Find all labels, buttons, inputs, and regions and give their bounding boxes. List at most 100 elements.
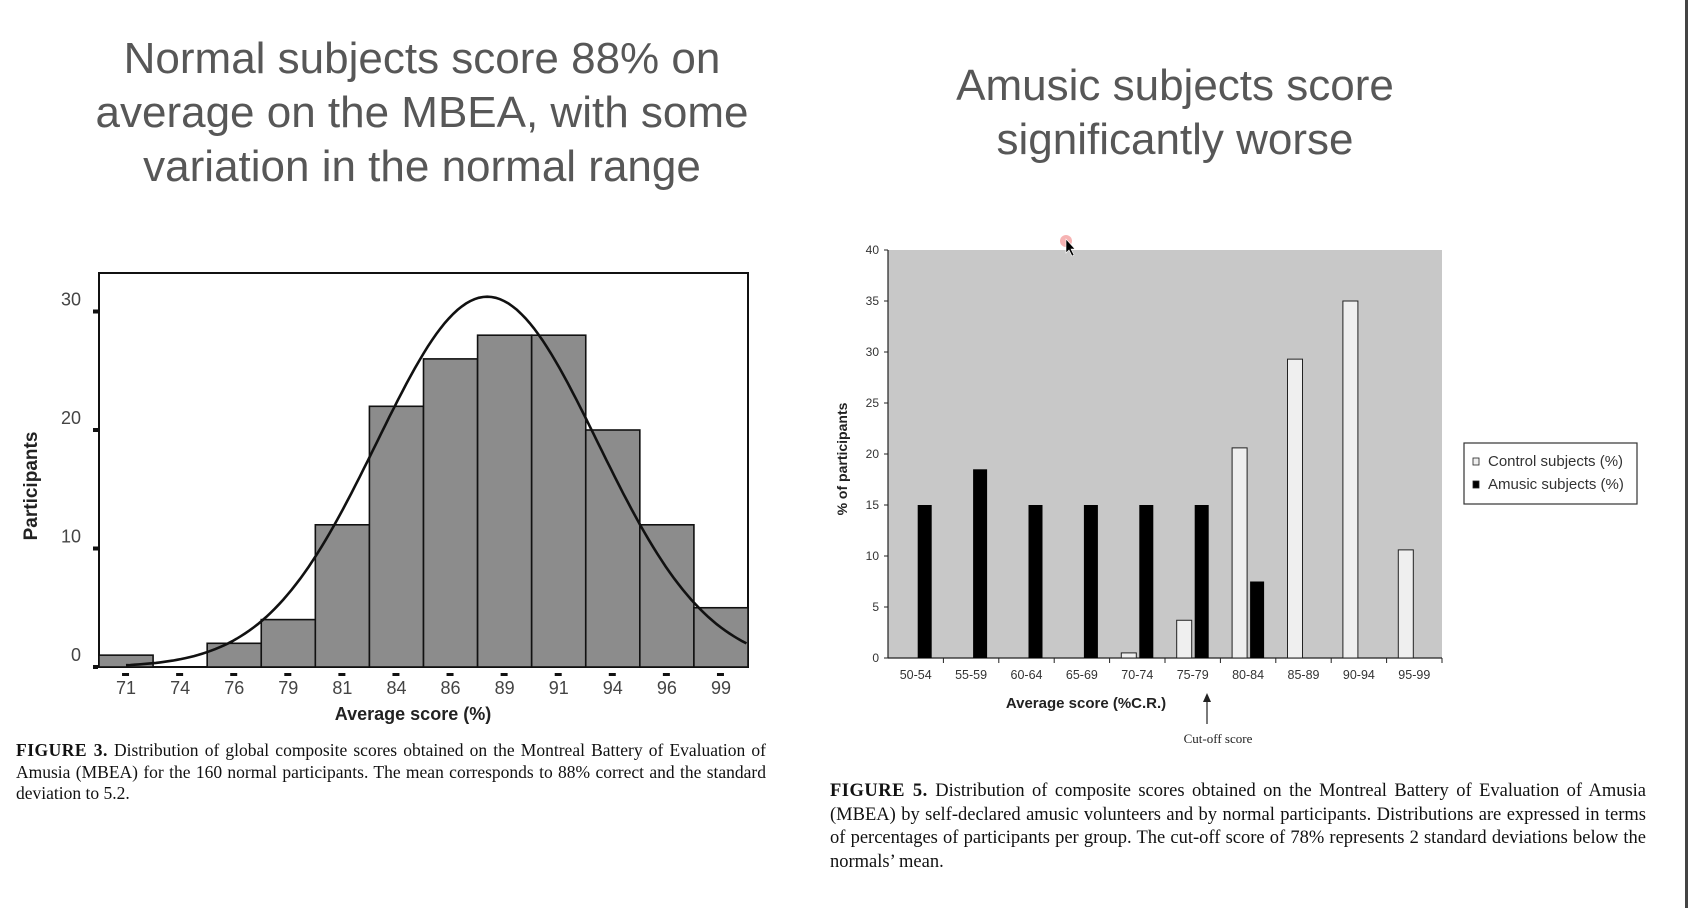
histogram-bar: [639, 523, 695, 668]
left-slide-title: Normal subjects score 88% on average on …: [95, 34, 749, 191]
plot-area: [888, 250, 1442, 658]
x-tick-label: 50-54: [900, 668, 932, 682]
y-tick-label: 30: [866, 345, 880, 359]
x-tick-label: 95-99: [1398, 668, 1430, 682]
x-tick-label: 65-69: [1066, 668, 1098, 682]
x-tick-mark: [230, 673, 238, 676]
normal-fit-curve: [125, 295, 748, 667]
figure-5-caption: FIGURE 5. Distribution of composite scor…: [830, 780, 1646, 874]
x-axis-label: Average score (%C.R.): [1006, 695, 1166, 712]
x-tick-label: 60-64: [1011, 668, 1043, 682]
y-axis-label: % of participants: [834, 402, 850, 515]
figure-5-label: FIGURE 5.: [830, 781, 928, 801]
figure-5-bar-chart: 0 5 10 15 20 25 30 35 40 50-54 55-59 60-64 65-69 70-7…: [834, 243, 1638, 746]
histogram-bar: [530, 334, 587, 668]
x-tick-mark: [392, 673, 400, 676]
figure-3-text: Distribution of global composite scores …: [16, 740, 766, 803]
x-tick-label: 55-59: [955, 668, 987, 682]
y-tick-mark: [93, 309, 98, 314]
y-tick-label: 35: [866, 294, 880, 308]
figure-3-histogram: 71 74 76 79 81 84 86 89 91 94 96 99 0 10 20 30 Average s…: [21, 272, 749, 724]
x-tick-label: 99: [711, 678, 731, 698]
histogram-bar: [314, 523, 371, 668]
control-bar: [1397, 549, 1414, 659]
legend-label: Amusic subjects (%): [1488, 476, 1624, 493]
y-tick-label: 40: [866, 243, 880, 257]
y-tick-mark: [93, 428, 98, 432]
y-tick-label: 20: [866, 447, 880, 461]
figure-3-caption: FIGURE 3. Distribution of global composi…: [16, 740, 766, 805]
y-tick-label: 15: [866, 498, 880, 512]
x-tick-label: 89: [495, 678, 515, 698]
histogram-bar: [476, 334, 533, 668]
x-tick-label: 71: [116, 678, 136, 698]
y-tick-label: 25: [866, 396, 880, 410]
x-tick-mark: [500, 673, 508, 676]
histogram-bar: [584, 429, 641, 668]
histogram-bar: [422, 358, 479, 668]
y-tick-label: 10: [866, 549, 880, 563]
control-bar: [1176, 619, 1193, 659]
x-tick-label: 85-89: [1288, 668, 1320, 682]
control-bar: [1231, 447, 1248, 659]
amusic-bar: [1083, 505, 1098, 658]
histogram-bar: [260, 618, 317, 668]
y-tick-mark: [93, 665, 98, 669]
x-tick-label: 70-74: [1121, 668, 1153, 682]
y-axis-label: Participants: [21, 432, 42, 541]
x-tick-label: 86: [441, 678, 461, 698]
figure-3-label: FIGURE 3.: [16, 740, 108, 760]
figure-5-text: Distribution of composite scores obtaine…: [830, 781, 1647, 872]
x-tick-mark: [608, 673, 616, 676]
x-tick-label: 84: [386, 678, 406, 698]
x-tick-mark: [122, 673, 130, 676]
amusic-bar: [1250, 581, 1265, 658]
window-edge: [1685, 0, 1688, 908]
x-tick-mark: [662, 673, 670, 676]
y-tick-label: 5: [872, 600, 879, 614]
amusic-bar: [1028, 505, 1043, 658]
y-tick-mark: [93, 546, 98, 551]
legend-swatch: [1472, 480, 1480, 489]
x-tick-mark: [554, 673, 562, 676]
histogram-bar: [98, 654, 154, 668]
y-tick-label: 30: [61, 290, 81, 310]
amusic-bar: [973, 469, 988, 658]
x-tick-label: 90-94: [1343, 668, 1375, 682]
cutoff-annotation: Cut-off score: [1184, 731, 1253, 746]
x-tick-label: 91: [549, 678, 569, 698]
x-tick-label: 75-79: [1177, 668, 1209, 682]
x-tick-label: 80-84: [1232, 668, 1264, 682]
y-tick-label: 20: [61, 408, 81, 428]
x-tick-label: 94: [603, 678, 623, 698]
x-tick-mark: [446, 673, 454, 676]
control-bar: [1342, 300, 1359, 659]
cutoff-arrow-icon: [1203, 693, 1211, 702]
histogram-bar: [368, 405, 425, 668]
x-tick-mark: [176, 673, 184, 676]
x-tick-label: 96: [657, 678, 677, 698]
x-tick-mark: [338, 673, 346, 676]
x-tick-label: 76: [224, 678, 244, 698]
control-bar: [1120, 652, 1137, 659]
x-tick-label: 74: [170, 678, 190, 698]
y-tick-label: 0: [71, 645, 81, 665]
x-tick-mark: [284, 673, 292, 676]
x-tick-label: 79: [278, 678, 298, 698]
control-bar: [1287, 358, 1303, 659]
x-tick-mark: [716, 673, 724, 676]
amusic-bar: [1194, 505, 1209, 658]
legend-label: Control subjects (%): [1488, 453, 1623, 470]
x-axis-label: Average score (%): [335, 704, 491, 724]
mouse-cursor-icon: [1060, 235, 1076, 257]
amusic-bar: [1139, 505, 1154, 658]
legend-box: [1463, 442, 1638, 505]
right-slide-title: Amusic subjects score significantly wors…: [956, 61, 1394, 164]
amusic-bar: [917, 505, 932, 658]
y-tick-label: 0: [872, 651, 879, 665]
legend-swatch: [1472, 457, 1480, 466]
x-tick-label: 81: [332, 678, 352, 698]
histogram-bar: [693, 606, 749, 668]
histogram-bar: [206, 642, 263, 668]
